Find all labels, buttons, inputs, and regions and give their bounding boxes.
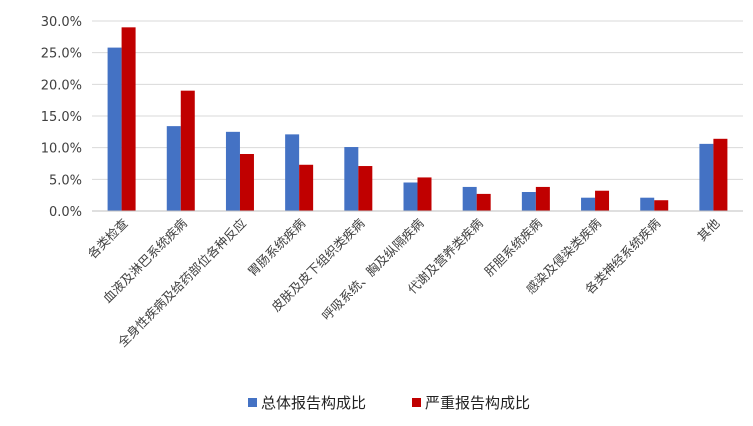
x-category-label: 全身性疾病及给药部位各种反应 <box>115 216 249 350</box>
bar-total <box>344 147 359 211</box>
bar-severe <box>535 186 550 211</box>
bar-total <box>640 197 655 211</box>
y-tick-label: 0.0% <box>49 205 82 220</box>
bar-severe <box>713 138 728 211</box>
x-category-label: 肝胆系统疾病 <box>481 216 545 280</box>
x-category-label: 呼吸系统、胸及纵隔疾病 <box>319 216 427 324</box>
bar-total <box>166 126 181 211</box>
bar-severe <box>358 166 373 211</box>
y-tick-label: 30.0% <box>41 15 82 30</box>
y-tick-label: 15.0% <box>41 110 82 125</box>
gridlines <box>92 20 743 180</box>
legend-label-severe: 严重报告构成比 <box>425 394 530 412</box>
bar-severe <box>299 164 314 211</box>
y-tick-label: 5.0% <box>49 173 82 188</box>
bar-total <box>107 47 122 211</box>
y-axis-ticks: 0.0% 5.0% 10.0% 15.0% 20.0% 25.0% 30.0% <box>41 15 82 220</box>
bar-severe <box>239 154 254 211</box>
x-category-label: 其他 <box>694 215 723 244</box>
y-tick-label: 20.0% <box>41 78 82 93</box>
x-axis-categories: 各类检查血液及淋巴系统疾病全身性疾病及给药部位各种反应胃肠系统疾病皮肤及皮下组织… <box>85 215 723 350</box>
bar-total <box>403 182 418 211</box>
bar-total <box>521 192 536 211</box>
bar-severe <box>654 200 669 211</box>
legend-swatch-severe <box>412 398 421 407</box>
legend-label-total: 总体报告构成比 <box>261 394 366 412</box>
bar-severe <box>121 27 136 212</box>
legend-swatch-total <box>248 398 257 407</box>
y-tick-label: 10.0% <box>41 142 82 157</box>
bar-severe <box>476 193 491 211</box>
y-tick-label: 25.0% <box>41 47 82 62</box>
bar-total <box>285 134 300 211</box>
bar-total <box>462 186 477 211</box>
bar-total <box>225 131 240 211</box>
bar-severe <box>595 190 610 211</box>
x-category-label: 胃肠系统疾病 <box>245 216 309 280</box>
bar-severe <box>417 177 432 211</box>
bars <box>107 27 728 212</box>
x-category-label: 各类检查 <box>85 215 131 261</box>
bar-total <box>699 143 714 211</box>
legend: 总体报告构成比 严重报告构成比 <box>248 394 530 412</box>
bar-total <box>581 197 596 211</box>
bar-severe <box>180 90 195 211</box>
